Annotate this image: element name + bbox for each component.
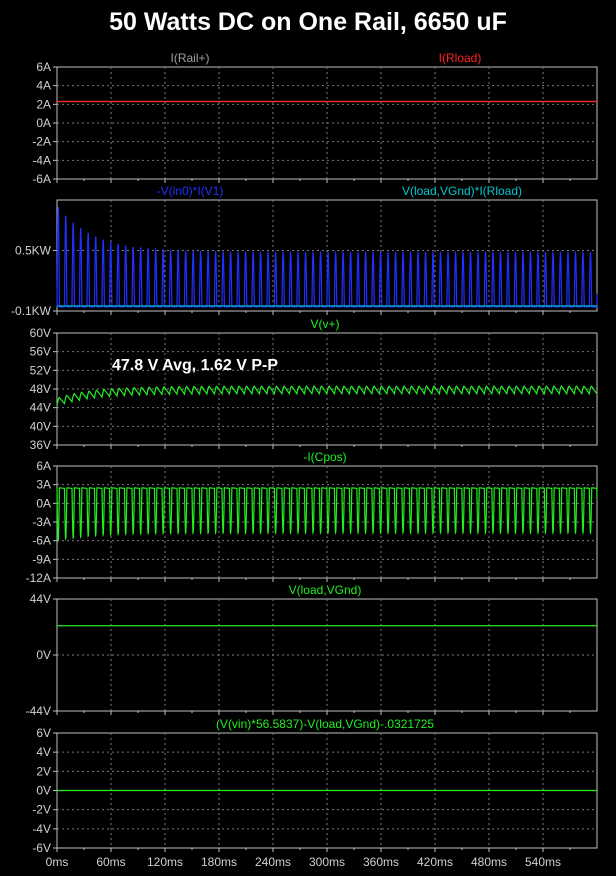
x-tick-label: 540ms: [525, 855, 561, 869]
y-tick-label: 6V: [36, 726, 51, 740]
y-tick-label: -6A: [32, 534, 51, 548]
y-tick-label: 0.5KW: [15, 243, 52, 257]
y-tick-label: 3A: [36, 478, 51, 492]
y-tick-label: -9A: [32, 552, 51, 566]
y-tick-label: 6A: [36, 60, 51, 74]
x-tick-label: 60ms: [96, 855, 125, 869]
chart-title: 50 Watts DC on One Rail, 6650 uF: [109, 8, 507, 36]
y-tick-label: 2V: [36, 764, 51, 778]
y-tick-label: 0V: [36, 784, 51, 798]
x-tick-label: 120ms: [147, 855, 183, 869]
y-tick-label: -6A: [32, 172, 51, 186]
y-tick-label: 2A: [36, 97, 51, 111]
y-tick-label: 60V: [30, 326, 51, 340]
trace-label: V(load,VGnd): [289, 583, 362, 597]
trace-label: V(v+): [310, 317, 339, 331]
y-tick-label: -6V: [32, 841, 51, 855]
trace-label: I(Rail+): [170, 51, 209, 65]
y-tick-label: 44V: [30, 592, 51, 606]
y-tick-label: -4V: [32, 822, 51, 836]
y-tick-label: -12A: [26, 571, 51, 585]
y-tick-label: 4V: [36, 745, 51, 759]
trace-v-v: [56, 385, 598, 406]
y-tick-label: -4A: [32, 153, 51, 167]
y-tick-label: -44V: [26, 704, 51, 718]
y-tick-label: -0.1KW: [11, 304, 52, 318]
y-tick-label: 52V: [30, 363, 51, 377]
y-tick-label: 44V: [30, 401, 51, 415]
x-tick-label: 360ms: [363, 855, 399, 869]
trace-label: I(Rload): [439, 51, 482, 65]
x-tick-label: 300ms: [309, 855, 345, 869]
trace-label: -V(in0)*I(V1): [157, 184, 224, 198]
x-tick-label: 240ms: [255, 855, 291, 869]
y-tick-label: 36V: [30, 438, 51, 452]
y-tick-label: 0A: [36, 116, 51, 130]
y-tick-label: -3A: [32, 515, 51, 529]
y-tick-label: -2A: [32, 135, 51, 149]
x-tick-label: 180ms: [201, 855, 237, 869]
y-tick-label: -2V: [32, 803, 51, 817]
trace-label: V(load,VGnd)*I(Rload): [402, 184, 522, 198]
y-tick-label: 56V: [30, 345, 51, 359]
y-tick-label: 4A: [36, 79, 51, 93]
y-tick-label: 6A: [36, 459, 51, 473]
x-tick-label: 420ms: [417, 855, 453, 869]
trace-label: -I(Cpos): [303, 450, 346, 464]
trace-i-cpos: [56, 487, 598, 543]
y-tick-label: 48V: [30, 382, 51, 396]
y-tick-label: 40V: [30, 419, 51, 433]
trace-label: (V(vin)*56.5837)-V(load,VGnd)-.0321725: [216, 717, 434, 731]
y-tick-label: 0V: [36, 648, 51, 662]
trace-v-in0-i-v1: [56, 206, 598, 308]
annotation-text: 47.8 V Avg, 1.62 V P-P: [112, 357, 278, 374]
y-tick-label: 0A: [36, 496, 51, 510]
x-tick-label: 480ms: [471, 855, 507, 869]
x-tick-label: 0ms: [46, 855, 69, 869]
